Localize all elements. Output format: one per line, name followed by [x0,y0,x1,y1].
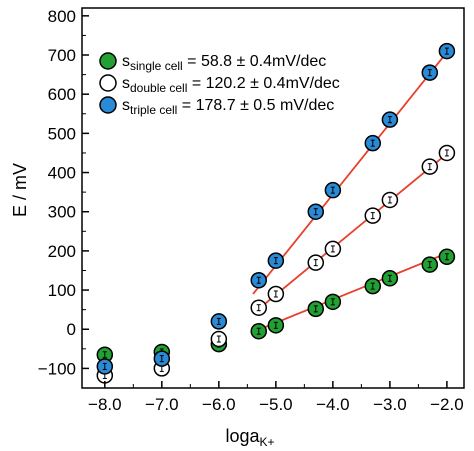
point-double-cell [210,330,228,348]
x-tick-label: −7.0 [145,395,179,414]
point-triple-cell [381,111,399,128]
point-double-cell [307,254,325,271]
fit-line-single-cell [252,250,453,333]
legend-entry-double-cell: sdouble cell = 120.2 ± 0.4mV/dec [99,74,340,95]
y-tick-label: 400 [48,164,76,183]
fit-lines [252,44,454,333]
y-tick-label: −100 [38,359,76,378]
legend-entry-single-cell: ssingle cell = 58.8 ± 0.4mV/dec [99,52,326,73]
point-triple-cell [153,350,171,367]
point-triple-cell [364,134,382,152]
x-tick-label: −2.0 [430,395,464,414]
y-axis: −100 0 100 200 300 400 500 600 700 800 [38,7,89,378]
x-tick-label: −8.0 [88,395,122,414]
x-axis: −8.0 −7.0 −6.0 −5.0 −4.0 −3.0 −2.0 [88,381,464,414]
point-single-cell [381,270,399,287]
plot-frame [81,7,465,389]
legend-label: sdouble cell = 120.2 ± 0.4mV/dec [122,75,340,95]
point-single-cell [250,322,267,340]
point-double-cell [421,158,439,175]
x-tick-label: −6.0 [202,395,236,414]
point-triple-cell [210,313,228,330]
legend-marker [99,96,117,114]
fit-line-triple-cell [252,44,454,295]
point-triple-cell [421,64,439,81]
point-triple-cell [250,272,267,289]
x-axis-label: logaK+ [225,426,274,449]
legend-marker [99,52,117,70]
point-double-cell [364,207,382,224]
legend-marker [99,74,117,92]
y-tick-label: 200 [48,242,76,261]
point-single-cell [267,317,285,334]
x-tick-label: −4.0 [316,395,350,414]
x-tick-label: −3.0 [373,395,407,414]
point-double-cell [250,299,267,316]
fit-line-double-cell [252,148,454,315]
y-tick-label: 500 [48,124,76,143]
y-tick-label: 700 [48,46,76,65]
point-single-cell [364,277,382,295]
x-tick-label: −5.0 [259,395,293,414]
legend-label: ssingle cell = 58.8 ± 0.4mV/dec [122,53,326,73]
point-single-cell [421,256,439,273]
x-axis-label-sub: K+ [260,435,275,449]
point-double-cell [267,285,285,303]
point-triple-cell [438,42,456,60]
point-triple-cell [307,203,325,220]
y-tick-label: 600 [48,85,76,104]
legend-entry-triple-cell: striple cell = 178.7 ± 0.5 mV/dec [99,96,334,117]
point-single-cell [324,293,342,311]
point-single-cell [307,300,325,318]
point-double-cell [381,191,399,209]
y-axis-label: E / mV [10,163,30,217]
y-tick-label: 0 [67,320,76,339]
y-tick-label: 100 [48,281,76,300]
y-tick-label: 800 [48,7,76,26]
point-double-cell [438,144,456,162]
point-triple-cell [267,252,285,269]
point-triple-cell [324,181,342,199]
data-points [96,42,456,384]
x-axis-label-main: loga [225,426,260,446]
y-tick-label: 300 [48,203,76,222]
point-double-cell [324,240,342,258]
point-triple-cell [96,358,114,375]
point-single-cell [438,248,456,266]
legend-label: striple cell = 178.7 ± 0.5 mV/dec [122,97,334,117]
